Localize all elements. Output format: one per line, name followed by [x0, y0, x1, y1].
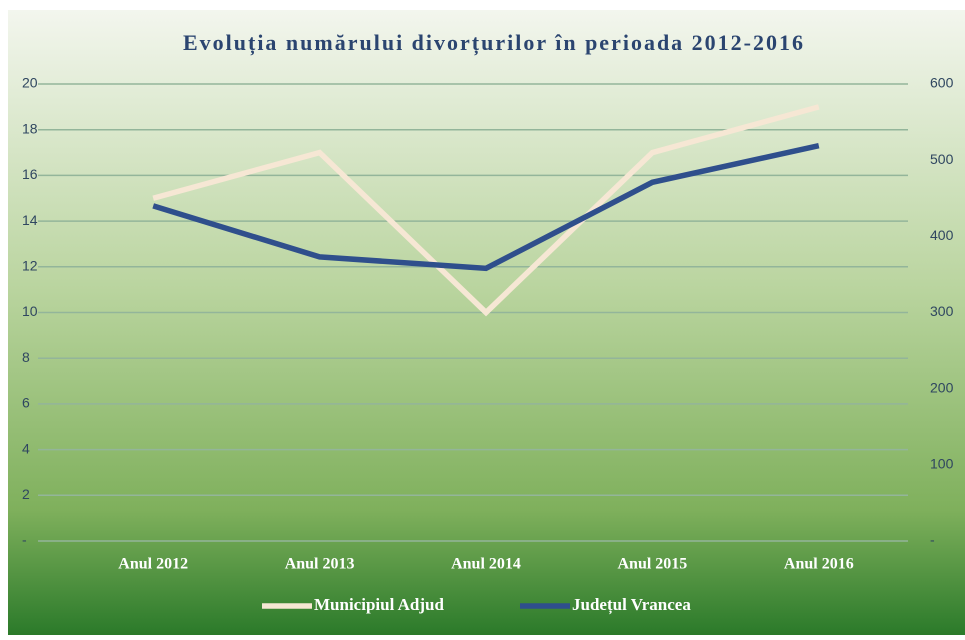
x-tick-label: Anul 2013	[285, 556, 355, 573]
y-tick-label: 14	[22, 212, 38, 228]
y2-tick-label: -	[930, 532, 935, 548]
y2-tick-label: 400	[930, 227, 954, 243]
y-tick-label: 10	[22, 303, 38, 319]
y2-tick-label: 300	[930, 303, 954, 319]
series-line	[152, 143, 820, 272]
x-tick-label: Anul 2015	[618, 556, 688, 573]
y2-tick-label: 600	[930, 75, 954, 91]
y-tick-label: 8	[22, 349, 30, 365]
chart-background	[8, 10, 965, 635]
y-tick-label: 18	[22, 120, 38, 136]
y2-tick-label: 200	[930, 379, 954, 395]
x-tick-label: Anul 2012	[118, 556, 188, 573]
y2-tick-label: 500	[930, 151, 954, 167]
chart-title: Evoluția numărului divorțurilor în perio…	[183, 30, 805, 56]
y-tick-label: 12	[22, 258, 38, 274]
legend-label: Municipiul Adjud	[314, 595, 444, 614]
y2-tick-label: 100	[930, 456, 954, 472]
legend-label: Județul Vrancea	[572, 595, 691, 615]
x-tick-label: Anul 2014	[451, 556, 521, 573]
y-tick-label: 6	[22, 395, 30, 411]
y-tick-label: -	[22, 532, 27, 548]
y-tick-label: 20	[22, 75, 38, 91]
y-tick-label: 4	[22, 440, 30, 456]
series-line	[152, 104, 820, 317]
y-tick-label: 16	[22, 166, 38, 182]
x-tick-label: Anul 2016	[784, 556, 854, 573]
y-tick-label: 2	[22, 486, 30, 502]
